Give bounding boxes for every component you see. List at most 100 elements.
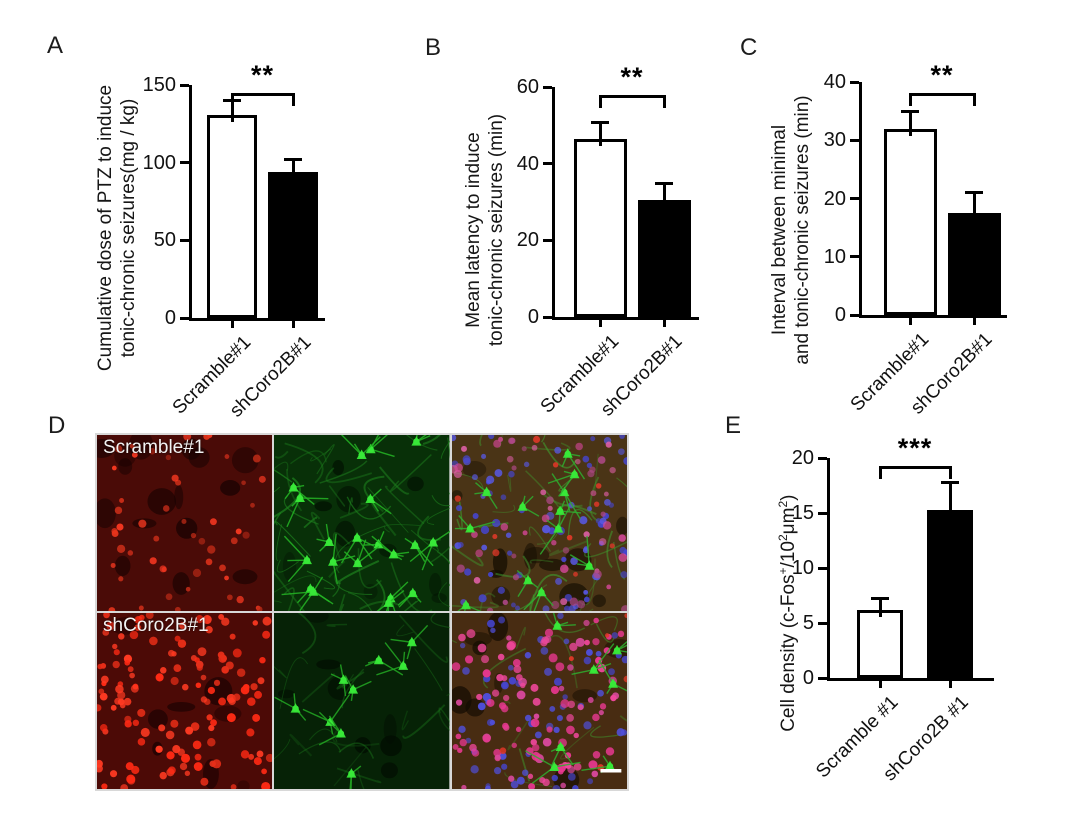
significance-stars: ** bbox=[250, 60, 274, 90]
significance-bracket-leg bbox=[598, 95, 602, 108]
x-axis-line bbox=[552, 317, 699, 320]
microscopy-image-grid: Scramble#1 shCoro2B#1 bbox=[95, 433, 629, 791]
y-tick-label: 0 bbox=[834, 304, 846, 326]
y-tick bbox=[850, 138, 859, 142]
y-tick-label: 15 bbox=[791, 502, 814, 524]
y-tick bbox=[850, 80, 859, 84]
y-tick bbox=[543, 315, 552, 319]
x-tick bbox=[908, 318, 912, 325]
significance-bracket-leg bbox=[662, 95, 666, 108]
x-axis-line bbox=[189, 318, 325, 321]
significance-bracket bbox=[908, 93, 976, 96]
micro-image-shcoro2b-c-fos-red-channel: shCoro2B#1 bbox=[97, 613, 273, 789]
panel-d-microscopy: D Scramble#1 shCoro2B#1 bbox=[30, 405, 640, 805]
y-tick-label: 40 bbox=[823, 71, 846, 93]
y-tick-label: 30 bbox=[823, 129, 846, 152]
significance-stars: ** bbox=[620, 62, 644, 92]
x-tick bbox=[972, 318, 976, 325]
scale-bar bbox=[600, 769, 622, 773]
significance-stars: ** bbox=[930, 60, 954, 90]
y-axis-line bbox=[827, 458, 830, 681]
micro-image-scramble-c-fos-red-channel: Scramble#1 bbox=[97, 435, 273, 611]
y-tick-label: 0 bbox=[802, 667, 814, 689]
y-tick bbox=[818, 676, 827, 680]
x-tick bbox=[662, 320, 666, 327]
error-bar-line bbox=[230, 100, 234, 122]
y-tick-label: 150 bbox=[142, 74, 176, 96]
y-tick bbox=[180, 316, 189, 320]
error-bar-cap bbox=[941, 480, 959, 484]
bar-shcoro2b bbox=[927, 509, 973, 678]
y-tick bbox=[180, 161, 189, 165]
error-bar-line bbox=[908, 111, 912, 136]
micro-row-label-scramble: Scramble#1 bbox=[103, 437, 205, 458]
y-tick-label: 60 bbox=[516, 76, 539, 98]
significance-bracket bbox=[598, 95, 666, 98]
y-tick bbox=[543, 238, 552, 242]
panel-b-latency-chart: B Mean latency to induce tonic-chronic se… bbox=[400, 20, 720, 421]
x-axis-line bbox=[859, 315, 1007, 318]
y-tick-label: 10 bbox=[823, 245, 846, 268]
significance-bracket-leg bbox=[908, 93, 912, 106]
y-axis-line bbox=[189, 85, 192, 321]
x-tick bbox=[878, 681, 882, 688]
panel-letter-c: C bbox=[740, 34, 758, 61]
panel-e-cell-density-chart: E Cell density (c-Fos+/102μm2) 0 5 10 15 20 Sc… bbox=[700, 405, 1070, 814]
bar-scramble bbox=[883, 128, 937, 315]
bar-scramble bbox=[857, 609, 903, 678]
panel-c-interval-chart: C Interval between minimal and tonic-chro… bbox=[710, 20, 1070, 420]
error-bar-cap bbox=[591, 121, 609, 125]
significance-bracket bbox=[878, 466, 952, 469]
y-tick bbox=[850, 313, 859, 317]
error-bar-line bbox=[662, 183, 666, 208]
panel-letter-d: D bbox=[48, 412, 66, 439]
bar-scramble bbox=[207, 114, 257, 318]
y-tick bbox=[543, 162, 552, 166]
y-axis-line bbox=[552, 87, 555, 320]
y-tick-label: 100 bbox=[142, 151, 176, 174]
significance-bracket-leg bbox=[948, 466, 952, 479]
x-tick bbox=[230, 321, 234, 328]
panel-a-cumulative-dose-chart: A Cumulative dose of PTZ to induce tonic-… bbox=[30, 20, 385, 422]
significance-bracket-leg bbox=[291, 93, 295, 106]
y-tick bbox=[543, 85, 552, 89]
y-tick-label: 50 bbox=[153, 229, 176, 252]
error-bar-cap bbox=[965, 191, 983, 195]
panel-letter-b: B bbox=[425, 34, 442, 61]
significance-bracket-leg bbox=[230, 93, 234, 106]
y-axis-line bbox=[859, 82, 862, 318]
error-bar-cap bbox=[871, 597, 889, 601]
y-tick bbox=[818, 621, 827, 625]
y-tick bbox=[818, 566, 827, 570]
y-axis-label: Interval between minimal and tonic-chroni… bbox=[769, 95, 813, 365]
error-bar-cap bbox=[284, 158, 302, 162]
panel-letter-a: A bbox=[47, 32, 64, 59]
micro-image-shcoro2b-neuron-green-channel bbox=[274, 613, 450, 789]
bar-shcoro2b bbox=[947, 213, 1001, 315]
y-tick-label: 10 bbox=[791, 557, 814, 579]
x-axis-line bbox=[827, 678, 994, 681]
micro-image-shcoro2b-merge-channel bbox=[451, 613, 627, 789]
error-bar-line bbox=[972, 192, 976, 221]
significance-bracket bbox=[230, 93, 295, 96]
significance-bracket-leg bbox=[878, 466, 882, 479]
y-tick bbox=[818, 511, 827, 515]
y-tick-label: 5 bbox=[802, 612, 814, 634]
error-bar-line bbox=[878, 598, 882, 617]
y-tick bbox=[850, 197, 859, 200]
y-tick bbox=[180, 83, 189, 87]
x-tick bbox=[598, 320, 602, 327]
error-bar-cap bbox=[901, 109, 919, 113]
y-tick-label: 20 bbox=[516, 229, 539, 252]
significance-stars: *** bbox=[897, 433, 933, 463]
y-tick bbox=[180, 238, 189, 242]
micro-image-scramble-merge-channel bbox=[451, 435, 627, 611]
bar-shcoro2b bbox=[637, 200, 691, 317]
error-bar-line bbox=[948, 482, 952, 517]
x-tick bbox=[291, 321, 295, 328]
micro-row-label-shcoro2b: shCoro2B#1 bbox=[103, 615, 209, 636]
y-tick-label: 0 bbox=[527, 306, 539, 328]
bar-scramble bbox=[573, 138, 627, 317]
micro-image-scramble-neuron-green-channel bbox=[274, 435, 450, 611]
y-tick-label: 0 bbox=[164, 307, 176, 329]
